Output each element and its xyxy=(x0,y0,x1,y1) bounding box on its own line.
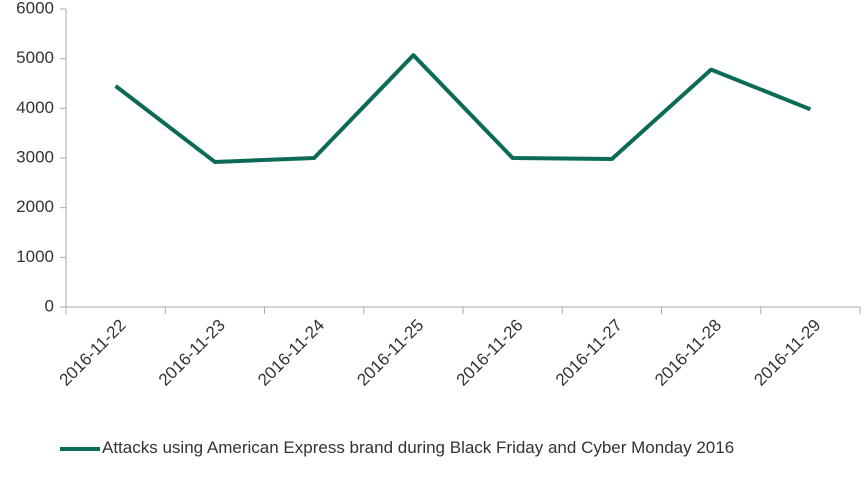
x-tick-label: 2016-11-26 xyxy=(453,316,527,390)
y-tick-label: 0 xyxy=(45,296,54,315)
x-tick-label: 2016-11-27 xyxy=(552,316,626,390)
y-tick-label: 6000 xyxy=(16,0,54,17)
y-tick-label: 4000 xyxy=(16,98,54,117)
x-tick-label: 2016-11-22 xyxy=(56,316,130,390)
y-tick-label: 3000 xyxy=(16,147,54,166)
y-tick-label: 2000 xyxy=(16,197,54,216)
line xyxy=(114,53,812,164)
y-tick-label: 1000 xyxy=(16,247,54,266)
y-tick-label: 5000 xyxy=(16,48,54,67)
x-tick-label: 2016-11-28 xyxy=(651,316,725,390)
x-tick-label: 2016-11-29 xyxy=(750,316,824,390)
x-tick-label: 2016-11-25 xyxy=(353,316,427,390)
x-tick-label: 2016-11-23 xyxy=(155,316,229,390)
x-tick-label: 2016-11-24 xyxy=(254,316,328,390)
legend-label: Attacks using American Express brand dur… xyxy=(102,438,735,457)
